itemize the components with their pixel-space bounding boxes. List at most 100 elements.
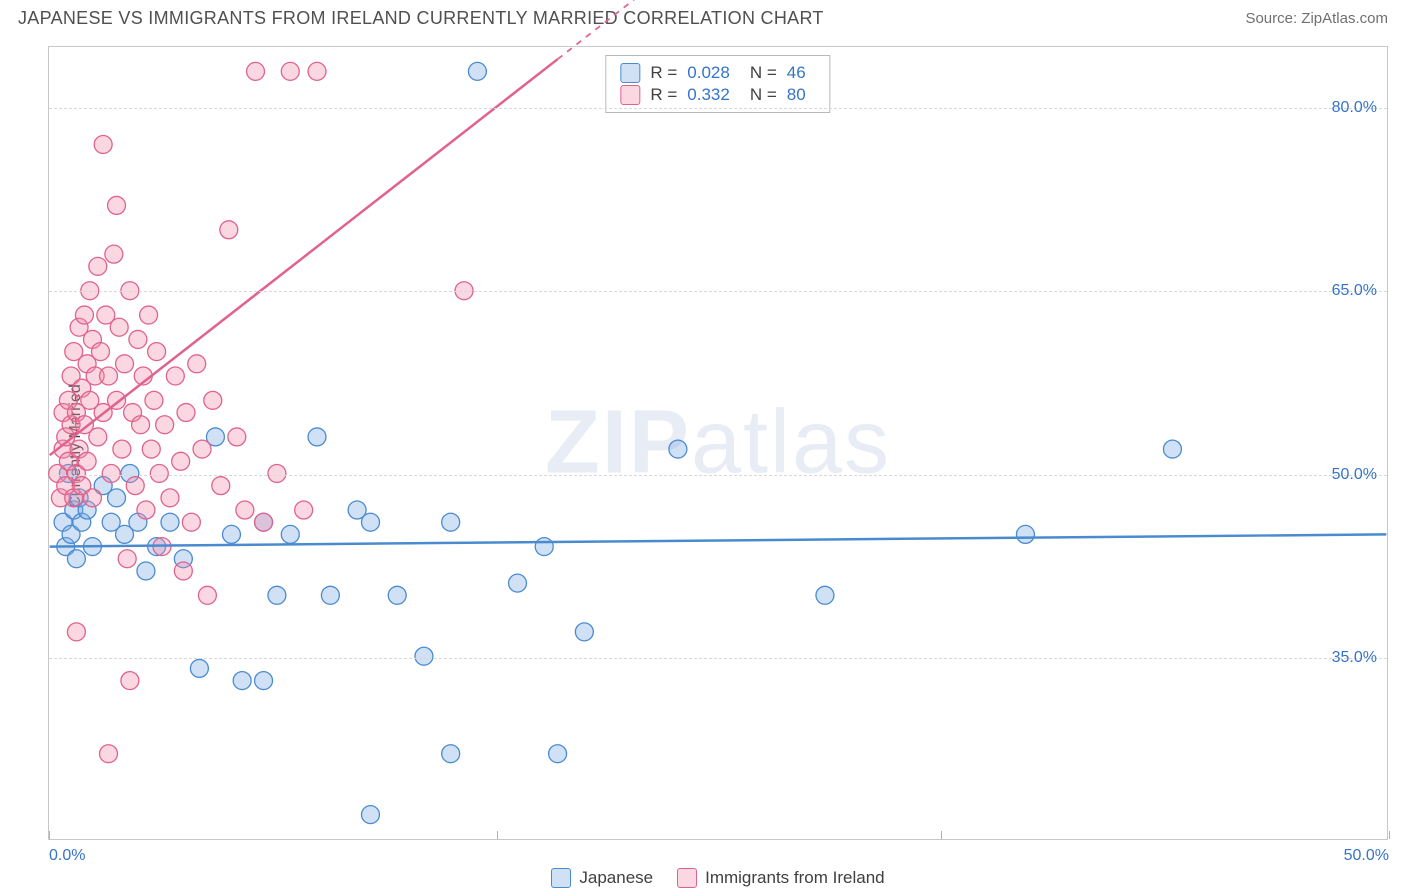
data-point [75,306,93,324]
x-tick-mark [941,831,942,839]
data-point [108,196,126,214]
data-point [222,525,240,543]
data-point [362,806,380,824]
data-point [137,562,155,580]
x-tick-label: 0.0% [49,847,85,865]
stats-row: R = 0.028 N = 46 [620,62,815,84]
data-point [281,62,299,80]
data-point [118,550,136,568]
data-point [129,330,147,348]
legend: Japanese Immigrants from Ireland [48,868,1388,888]
data-point [442,513,460,531]
data-point [137,501,155,519]
x-tick-mark [49,831,50,839]
scatter-svg [49,47,1387,839]
data-point [669,440,687,458]
data-point [228,428,246,446]
stats-row: R = 0.332 N = 80 [620,84,815,106]
legend-item: Japanese [551,868,653,888]
data-point [535,538,553,556]
y-tick-label: 35.0% [1332,649,1377,667]
data-point [172,452,190,470]
gridline [49,475,1387,476]
data-point [182,513,200,531]
r-value: 0.332 [687,85,730,105]
chart-plot-area: ZIPatlas R = 0.028 N = 46 R = 0.332 N = … [48,46,1388,840]
data-point [94,135,112,153]
data-point [142,440,160,458]
data-point [575,623,593,641]
y-tick-label: 65.0% [1332,282,1377,300]
data-point [166,367,184,385]
data-point [78,452,96,470]
data-point [468,62,486,80]
data-point [148,343,166,361]
trend-line [50,534,1387,546]
data-point [177,404,195,422]
data-point [89,257,107,275]
data-point [415,647,433,665]
data-point [308,62,326,80]
data-point [100,367,118,385]
data-point [236,501,254,519]
data-point [816,586,834,604]
data-point [174,562,192,580]
data-point [220,221,238,239]
x-tick-mark [497,831,498,839]
x-tick-mark [1389,831,1390,839]
source-attribution: Source: ZipAtlas.com [1245,10,1388,27]
gridline [49,108,1387,109]
data-point [308,428,326,446]
data-point [67,550,85,568]
data-point [193,440,211,458]
data-point [509,574,527,592]
data-point [233,672,251,690]
y-tick-label: 80.0% [1332,99,1377,117]
data-point [105,245,123,263]
legend-label: Immigrants from Ireland [705,868,885,888]
data-point [67,623,85,641]
data-point [92,343,110,361]
gridline [49,291,1387,292]
data-point [255,513,273,531]
data-point [102,464,120,482]
legend-swatch-icon [551,868,571,888]
data-point [442,745,460,763]
data-point [150,464,168,482]
data-point [110,318,128,336]
data-point [113,440,131,458]
data-point [295,501,313,519]
data-point [268,464,286,482]
stats-swatch-icon [620,85,640,105]
data-point [1016,525,1034,543]
y-tick-label: 50.0% [1332,466,1377,484]
data-point [156,416,174,434]
legend-swatch-icon [677,868,697,888]
n-value: 46 [787,63,806,83]
n-value: 80 [787,85,806,105]
legend-label: Japanese [579,868,653,888]
data-point [1163,440,1181,458]
data-point [161,489,179,507]
legend-item: Immigrants from Ireland [677,868,885,888]
data-point [255,672,273,690]
data-point [247,62,265,80]
gridline [49,658,1387,659]
data-point [549,745,567,763]
data-point [140,306,158,324]
x-tick-label: 50.0% [1344,847,1389,865]
stats-swatch-icon [620,63,640,83]
data-point [362,513,380,531]
header: JAPANESE VS IMMIGRANTS FROM IRELAND CURR… [0,0,1406,33]
trend-line [50,59,558,455]
data-point [145,391,163,409]
r-value: 0.028 [687,63,730,83]
data-point [100,745,118,763]
data-point [108,489,126,507]
data-point [388,586,406,604]
data-point [161,513,179,531]
data-point [268,586,286,604]
data-point [83,489,101,507]
data-point [89,428,107,446]
data-point [116,355,134,373]
